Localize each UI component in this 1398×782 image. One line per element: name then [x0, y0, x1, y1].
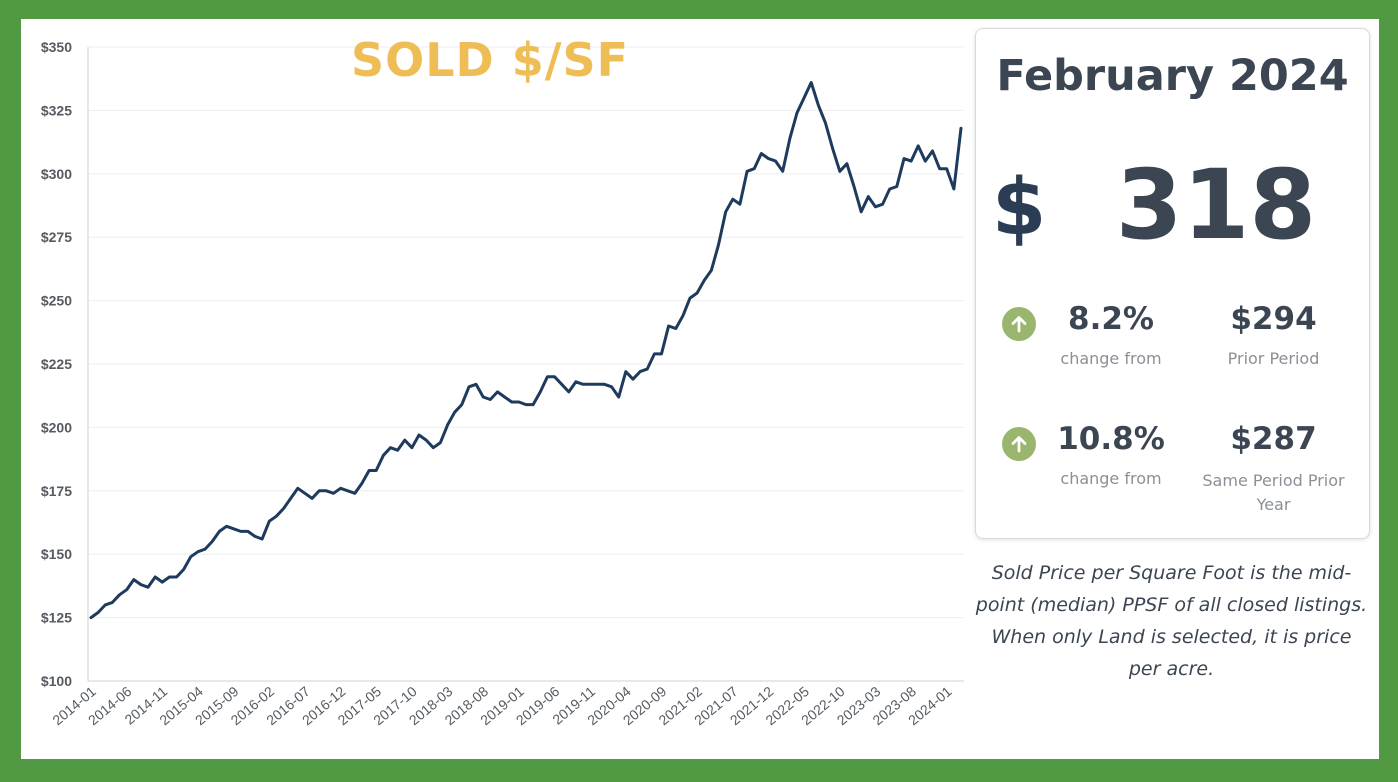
- y-tick-label: $175: [41, 483, 72, 499]
- y-tick-label: $150: [41, 546, 72, 562]
- change-percent: 10.8%: [1057, 421, 1165, 457]
- series-line: [89, 81, 963, 620]
- change-percent: 8.2%: [1068, 301, 1154, 337]
- y-axis-ticks: $100 $125 $150 $175 $200 $225 $250 $275 $300 $325…: [41, 39, 72, 689]
- y-tick-label: $275: [41, 229, 72, 245]
- change-row-prior-year: 10.8% change from $287 Same Period Prior…: [976, 419, 1369, 514]
- footnote: Sold Price per Square Foot is the mid-po…: [975, 562, 1368, 680]
- reference-label: Prior Period: [1227, 349, 1320, 368]
- current-value: 318: [1115, 149, 1317, 261]
- period-label: February 2024: [996, 51, 1349, 101]
- y-tick-label: $350: [41, 39, 72, 55]
- x-axis-ticks: 2014-012014-062014-112015-042015-092016-…: [49, 683, 955, 728]
- arrow-up-icon: [1002, 427, 1036, 461]
- dashboard-panel: $100 $125 $150 $175 $200 $225 $250 $275 $300 $325…: [21, 19, 1379, 759]
- change-label: change from: [1060, 349, 1162, 368]
- change-label: change from: [1060, 469, 1162, 488]
- arrow-up-icon: [1002, 307, 1036, 341]
- grid-lines: [87, 46, 964, 682]
- reference-value: $294: [1230, 301, 1317, 337]
- y-tick-label: $125: [41, 610, 72, 626]
- currency-symbol: $: [992, 163, 1047, 253]
- chart-title: SOLD $/SF: [351, 33, 630, 87]
- change-row-prior-period: 8.2% change from $294 Prior Period: [976, 299, 1369, 389]
- y-tick-label: $300: [41, 166, 72, 182]
- stat-card: February 2024 $ 318 8.2% change from $29…: [975, 28, 1370, 539]
- reference-label: Same Period Prior Year: [1202, 471, 1345, 514]
- y-tick-label: $325: [41, 102, 72, 118]
- y-tick-label: $250: [41, 293, 72, 309]
- reference-value: $287: [1230, 421, 1317, 457]
- line-chart: $100 $125 $150 $175 $200 $225 $250 $275 $300 $325…: [41, 39, 964, 728]
- y-tick-label: $225: [41, 356, 72, 372]
- y-tick-label: $100: [41, 673, 72, 689]
- y-tick-label: $200: [41, 419, 72, 435]
